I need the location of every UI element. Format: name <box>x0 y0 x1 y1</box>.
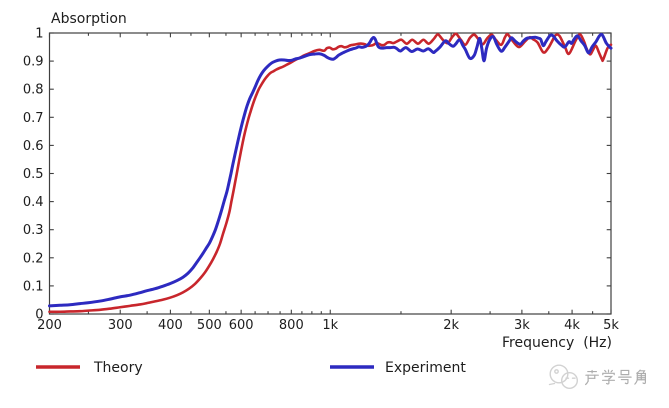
legend-item-experiment: Experiment <box>330 360 466 376</box>
watermark-text <box>585 369 646 386</box>
glyph-stroke <box>640 370 646 374</box>
experiment-legend-label: Experiment <box>385 360 466 376</box>
y-tick-label: 0.6 <box>23 139 44 154</box>
x-tick-label: 400 <box>158 318 183 333</box>
watermark-character <box>634 369 646 385</box>
logo-circle-small <box>561 372 579 390</box>
y-tick-label: 0.3 <box>23 223 44 238</box>
x-tick-label: 500 <box>197 318 222 333</box>
x-tick-label: 600 <box>229 318 254 333</box>
y-tick-label: 0.9 <box>23 55 44 70</box>
x-tick-labels: 200 300 400 500 600 800 1k 2k 3k 4k 5k <box>37 318 619 333</box>
y-tick-label: 0.2 <box>23 251 44 266</box>
x-tick-label: 2k <box>443 318 459 333</box>
y-tick-label: 0.8 <box>23 83 44 98</box>
logo-circle-large <box>549 364 569 384</box>
watermark <box>548 364 646 390</box>
y-tick-label: 0.4 <box>23 195 44 210</box>
legend: Theory Experiment <box>36 360 466 376</box>
chart-title: Absorption <box>51 11 127 27</box>
glyph-stroke <box>624 378 629 385</box>
glyph-stroke <box>620 369 630 376</box>
legend-item-theory: Theory <box>36 360 143 376</box>
logo-dot <box>554 369 559 374</box>
y-tick-label: 0.5 <box>23 167 44 182</box>
logo-tail <box>548 382 556 386</box>
y-tick-label: 0.1 <box>23 279 44 294</box>
x-tick-label: 300 <box>108 318 133 333</box>
x-tick-label: 1k <box>322 318 338 333</box>
y-tick-label: 0.7 <box>23 111 44 126</box>
x-tick-label: 4k <box>564 318 580 333</box>
y-tick-labels: 0 0.1 0.2 0.3 0.4 0.5 0.6 0.7 0.8 0.9 1 <box>23 27 44 323</box>
watermark-character <box>602 369 615 385</box>
glyph-stroke <box>606 378 610 385</box>
glyph-stroke <box>604 369 607 373</box>
theory-legend-label: Theory <box>93 360 143 376</box>
x-axis-label: Frequency (Hz) <box>502 335 612 351</box>
watermark-character <box>585 369 599 386</box>
watermark-logo-icon <box>548 364 579 390</box>
glyph-stroke <box>610 369 613 373</box>
y-tick-label: 0 <box>35 308 43 323</box>
glyph-stroke <box>585 380 589 386</box>
plot-frame <box>48 32 612 315</box>
experiment-curve <box>48 32 613 308</box>
x-tick-label: 5k <box>603 318 619 333</box>
x-tick-label: 3k <box>514 318 530 333</box>
x-tick-label: 200 <box>37 318 62 333</box>
glyph-stroke <box>602 372 615 376</box>
glyph-stroke <box>634 379 638 385</box>
glyph-stroke <box>642 372 646 385</box>
x-tick-label: 800 <box>279 318 304 333</box>
y-tick-label: 1 <box>35 27 43 42</box>
watermark-character <box>618 369 632 385</box>
